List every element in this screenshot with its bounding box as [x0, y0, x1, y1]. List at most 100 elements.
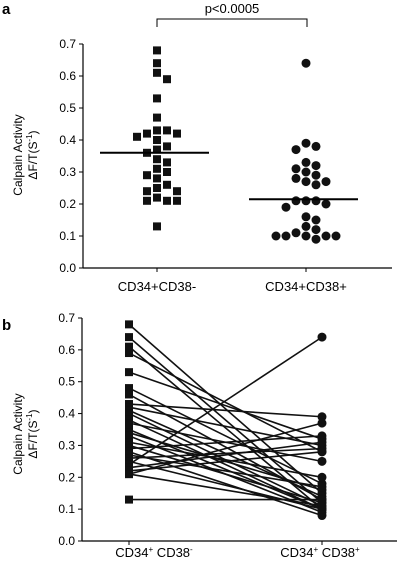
data-point-circle [301, 138, 311, 148]
panel-b-points [125, 320, 327, 521]
data-point-square [153, 126, 161, 135]
panel-b-y-tick-label: 0.4 [58, 407, 75, 421]
panel-a-y-tick-label: 0.6 [59, 69, 76, 83]
paired-line [128, 441, 323, 469]
data-point-circle [301, 58, 311, 68]
data-point-square [125, 349, 133, 358]
data-point-circle [301, 157, 311, 167]
paired-line [128, 371, 323, 440]
paired-line [128, 451, 323, 517]
panel-b-category-1: CD34+ CD38- [115, 545, 193, 560]
panel-a-points [133, 46, 341, 244]
data-point-circle [301, 167, 311, 177]
panel-a-ylabel-sup: -1 [25, 134, 34, 142]
panel-a-ylabel-end: ) [26, 130, 40, 134]
paired-line [128, 435, 323, 450]
data-point-circle [281, 202, 291, 212]
data-point-square [153, 222, 161, 231]
paired-line [128, 387, 323, 485]
panel-b-axes [81, 318, 397, 545]
data-point-square [163, 142, 171, 151]
data-point-square [163, 158, 171, 167]
panel-a-category-1: CD34+CD38- [118, 279, 196, 294]
data-point-square [125, 390, 133, 399]
panel-a-y-tick-label: 0.3 [59, 165, 76, 179]
data-point-circle [301, 221, 311, 231]
data-point-circle [317, 456, 327, 466]
panel-a-y-tick-label: 0.0 [59, 261, 76, 275]
data-point-square [153, 145, 161, 154]
paired-line [128, 323, 323, 494]
data-point-circle [301, 196, 311, 206]
paired-line [128, 441, 323, 479]
panel-b-ylabel-end: ) [26, 409, 40, 413]
panel-a: a Calpain Activity ΔF/T(S-1) 0.00.10.20.… [2, 1, 392, 294]
data-point-square [125, 342, 133, 351]
panel-b-ylabel-main: ΔF/T(S [26, 421, 40, 459]
data-point-circle [331, 231, 341, 241]
panel-b-ylabel-sup: -1 [25, 413, 34, 421]
data-point-circle [317, 437, 327, 447]
data-point-circle [317, 495, 327, 505]
data-point-square [163, 196, 171, 205]
data-point-square [153, 174, 161, 183]
panel-a-y-tick-label: 0.2 [59, 197, 76, 211]
paired-line [128, 447, 323, 459]
data-point-square [153, 113, 161, 122]
data-point-square [125, 470, 133, 479]
data-point-circle [317, 482, 327, 492]
paired-line [128, 422, 323, 475]
data-point-square [125, 333, 133, 342]
data-point-circle [317, 511, 327, 521]
data-point-circle [311, 215, 321, 225]
data-point-circle [311, 170, 321, 180]
data-point-square [173, 196, 181, 205]
panel-b-ylabel-line2: ΔF/T(S-1) [25, 409, 40, 458]
panel-b-y-tick-label: 0.6 [58, 343, 75, 357]
data-point-square [125, 409, 133, 418]
data-point-square [153, 155, 161, 164]
data-point-square [125, 495, 133, 504]
data-point-square [163, 180, 171, 189]
data-point-circle [291, 228, 301, 238]
data-point-square [153, 59, 161, 68]
data-point-square [125, 320, 133, 329]
panel-b-ticks: 0.0 0.1 0.2 0.3 0.4 0.5 0.6 0.7 [58, 311, 82, 548]
panel-a-ylabel-main: ΔF/T(S [26, 142, 40, 180]
panel-a-y-tick-label: 0.1 [59, 229, 76, 243]
data-point-circle [301, 231, 311, 241]
data-point-circle [311, 161, 321, 171]
data-point-square [163, 126, 171, 135]
paired-line [128, 403, 323, 418]
data-point-square [125, 431, 133, 440]
panel-b-category-2: CD34+ CD38+ [280, 545, 360, 560]
panel-b-y-tick-label: 0.1 [58, 502, 75, 516]
data-point-square [125, 368, 133, 377]
data-point-square [125, 384, 133, 393]
data-point-circle [291, 173, 301, 183]
data-point-circle [291, 196, 301, 206]
paired-line [128, 419, 323, 510]
panel-a-y-tick-label: 0.5 [59, 101, 76, 115]
paired-line [128, 336, 323, 504]
panel-b-y-tick-label: 0.7 [58, 311, 75, 325]
data-point-square [143, 187, 151, 196]
data-point-square [153, 136, 161, 144]
data-point-circle [301, 177, 311, 187]
data-point-square [153, 164, 161, 173]
panel-a-y-tick-label: 0.7 [59, 37, 76, 51]
data-point-square [173, 129, 181, 138]
panel-a-significance-bracket: p<0.0005 [156, 1, 308, 27]
data-point-square [163, 75, 171, 84]
data-point-circle [271, 231, 281, 241]
data-point-square [173, 187, 181, 196]
panel-b-y-tick-label: 0.3 [58, 438, 75, 452]
data-point-circle [281, 231, 291, 241]
data-point-circle [321, 199, 331, 209]
data-point-square [153, 46, 161, 55]
data-point-circle [317, 501, 327, 511]
panel-b-y-axis-label: Calpain Activity ΔF/T(S-1) [11, 393, 40, 474]
data-point-circle [311, 234, 321, 244]
data-point-circle [311, 141, 321, 151]
